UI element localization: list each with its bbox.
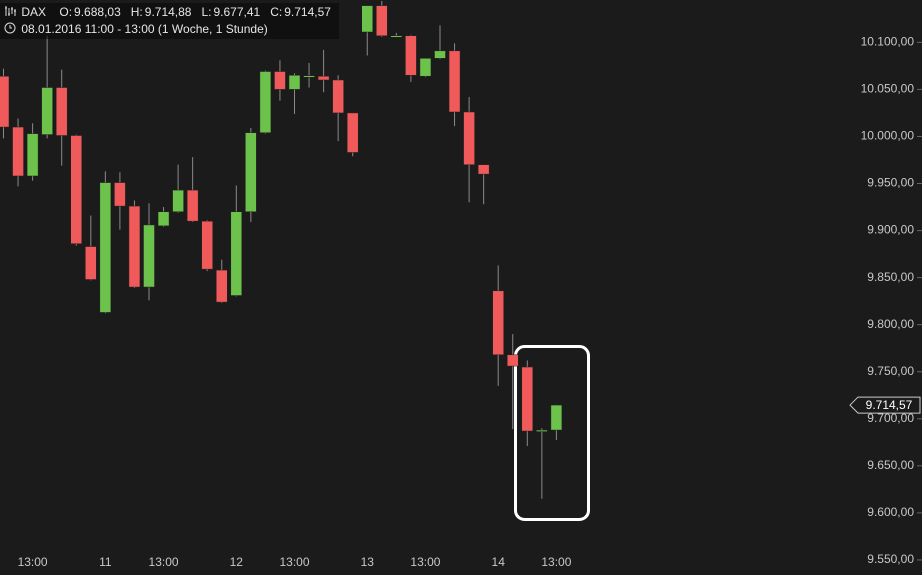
field-value: 9.677,41 [213, 5, 261, 19]
candle-body [550, 404, 563, 431]
candle-body [114, 182, 126, 207]
y-tick-label: 9.800,00 [867, 317, 914, 331]
y-tick-label: 9.750,00 [867, 364, 914, 378]
candle-body [477, 164, 490, 175]
y-tick-label: 9.550,00 [867, 552, 914, 566]
candle-body [434, 50, 446, 59]
ohlc-fields: O: 9.688,03 H: 9.714,88 L: 9.677,41 C: 9.714,57 [51, 5, 333, 19]
field-key: C: [270, 5, 283, 19]
candle-body [303, 75, 315, 78]
y-tick-label: 9.900,00 [867, 223, 914, 237]
candle-body [274, 71, 286, 90]
candle-body [216, 269, 228, 303]
x-tick-label: 13:00 [541, 555, 571, 569]
candle-body [507, 354, 519, 367]
last-price-label: 9.714,57 [866, 398, 913, 412]
quote-line: DAX O: 9.688,03 H: 9.714,88 L: 9.677,41 C: 9.71… [4, 4, 335, 21]
candle-body [41, 87, 53, 135]
x-tick-label: 13:00 [149, 555, 179, 569]
x-tick-label: 13:00 [279, 555, 309, 569]
candle-body [157, 211, 170, 227]
candle-body [12, 126, 24, 177]
period-line: 08.01.2016 11:00 - 13:00 (1 Woche, 1 Stu… [4, 21, 335, 38]
y-tick-label: 9.950,00 [867, 176, 914, 190]
candle-body [361, 5, 373, 33]
candle-body [288, 75, 301, 90]
candle-body [128, 205, 141, 288]
candle-body [186, 189, 199, 222]
clock-icon [4, 22, 16, 34]
candle-body [70, 135, 82, 244]
y-tick-label: 9.650,00 [867, 458, 914, 472]
header: DAX O: 9.688,03 H: 9.714,88 L: 9.677,41 C: 9.71… [0, 3, 339, 39]
period: 08.01.2016 11:00 - 13:00 (1 Woche, 1 Stu… [21, 22, 268, 36]
x-tick-label: 13:00 [18, 555, 48, 569]
field-key: H: [130, 5, 143, 19]
y-tick-label: 10.000,00 [861, 129, 915, 143]
candle-body [346, 112, 359, 153]
x-tick-label: 14 [492, 555, 506, 569]
field-value: 9.688,03 [74, 5, 121, 19]
candle-body [230, 211, 243, 296]
candle-body [332, 79, 344, 114]
x-tick-label: 11 [99, 555, 112, 569]
field-key: L: [201, 5, 212, 19]
y-tick-label: 9.850,00 [867, 270, 914, 284]
field-value: 9.714,88 [144, 5, 192, 19]
candle-body [85, 246, 97, 280]
candle-body [419, 58, 432, 77]
candle-body [143, 224, 155, 288]
field-value: 9.714,57 [284, 5, 331, 19]
candle-body [55, 87, 68, 136]
y-tick-label: 9.600,00 [867, 505, 914, 519]
candle-body [245, 132, 257, 212]
y-tick-label: 9.700,00 [867, 411, 914, 425]
candle-body [172, 189, 184, 212]
candle-body [0, 75, 10, 128]
x-tick-label: 13:00 [410, 555, 440, 569]
x-tick-label: 12 [230, 555, 244, 569]
candle-body [390, 35, 403, 38]
candle-body [536, 429, 548, 432]
candle-body [376, 5, 388, 37]
candle-body [201, 220, 213, 270]
candle-body [99, 182, 112, 313]
highlight-box [514, 345, 590, 521]
candle-body [463, 111, 475, 165]
candle-body [26, 133, 39, 177]
field-key: O: [59, 5, 73, 19]
candle-body [317, 75, 330, 81]
y-tick-label: 10.100,00 [861, 35, 915, 49]
x-tick-label: 13 [361, 555, 375, 569]
candle-body [492, 290, 504, 356]
symbol: DAX [21, 5, 47, 19]
candle-body [448, 50, 461, 113]
chart-icon [5, 6, 16, 16]
candle-body [521, 366, 534, 432]
y-tick-label: 10.050,00 [861, 82, 915, 96]
candle-body [259, 71, 272, 133]
last-price-tag [849, 396, 921, 414]
candle-body [405, 35, 417, 76]
